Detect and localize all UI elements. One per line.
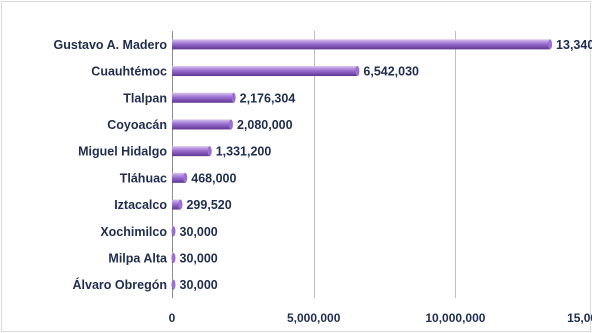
category-label: Gustavo A. Madero	[54, 38, 168, 52]
data-label: 6,542,030	[363, 65, 419, 79]
category-label: Miguel Hidalgo	[78, 145, 167, 159]
category-label: Álvaro Obregón	[73, 277, 167, 292]
x-tick-label: 0	[169, 311, 176, 325]
data-label: 1,331,200	[216, 145, 272, 159]
category-label: Tláhuac	[120, 171, 167, 185]
data-label: 30,000	[180, 251, 218, 265]
bar-cap	[171, 226, 176, 237]
bar	[172, 92, 234, 103]
bar-cap	[548, 39, 553, 50]
category-labels: Gustavo A. Madero Cuauhtémoc Tlalpan Coyoac…	[54, 38, 168, 292]
bar-cap	[231, 92, 236, 103]
category-label: Coyoacán	[107, 118, 167, 132]
category-label: Milpa Alta	[108, 251, 168, 265]
category-label: Tlalpan	[123, 91, 167, 105]
bar-cap	[228, 119, 233, 130]
bar	[172, 39, 551, 50]
bars	[171, 39, 553, 290]
data-label: 468,000	[191, 171, 236, 185]
bar	[172, 119, 231, 130]
category-label: Iztacalco	[114, 198, 167, 212]
data-label: 2,080,000	[237, 118, 293, 132]
bar-cap	[183, 172, 188, 183]
bar	[172, 172, 186, 183]
bar-cap	[171, 252, 176, 263]
x-tick-label: 10,000,000	[425, 311, 485, 325]
category-label: Xochimilco	[100, 225, 167, 239]
data-label: 30,000	[180, 278, 218, 292]
data-label: 299,520	[186, 198, 231, 212]
bar	[172, 199, 181, 210]
bar-cap	[207, 146, 212, 157]
x-axis-ticks: 0 5,000,000 10,000,000 15,000,000	[169, 311, 592, 325]
data-label: 13,340,00	[556, 38, 592, 52]
x-tick-label: 15,000,000	[567, 311, 592, 325]
data-label: 30,000	[180, 225, 218, 239]
bar	[172, 146, 210, 157]
bar-cap	[178, 199, 183, 210]
category-label: Cuauhtémoc	[91, 65, 167, 79]
x-tick-label: 5,000,000	[287, 311, 341, 325]
value-labels: 13,340,00 6,542,030 2,176,304 2,080,000 1,33…	[180, 38, 592, 292]
bar-cap	[171, 279, 176, 290]
data-label: 2,176,304	[240, 91, 296, 105]
bar	[172, 66, 358, 77]
bar-cap	[355, 66, 360, 77]
